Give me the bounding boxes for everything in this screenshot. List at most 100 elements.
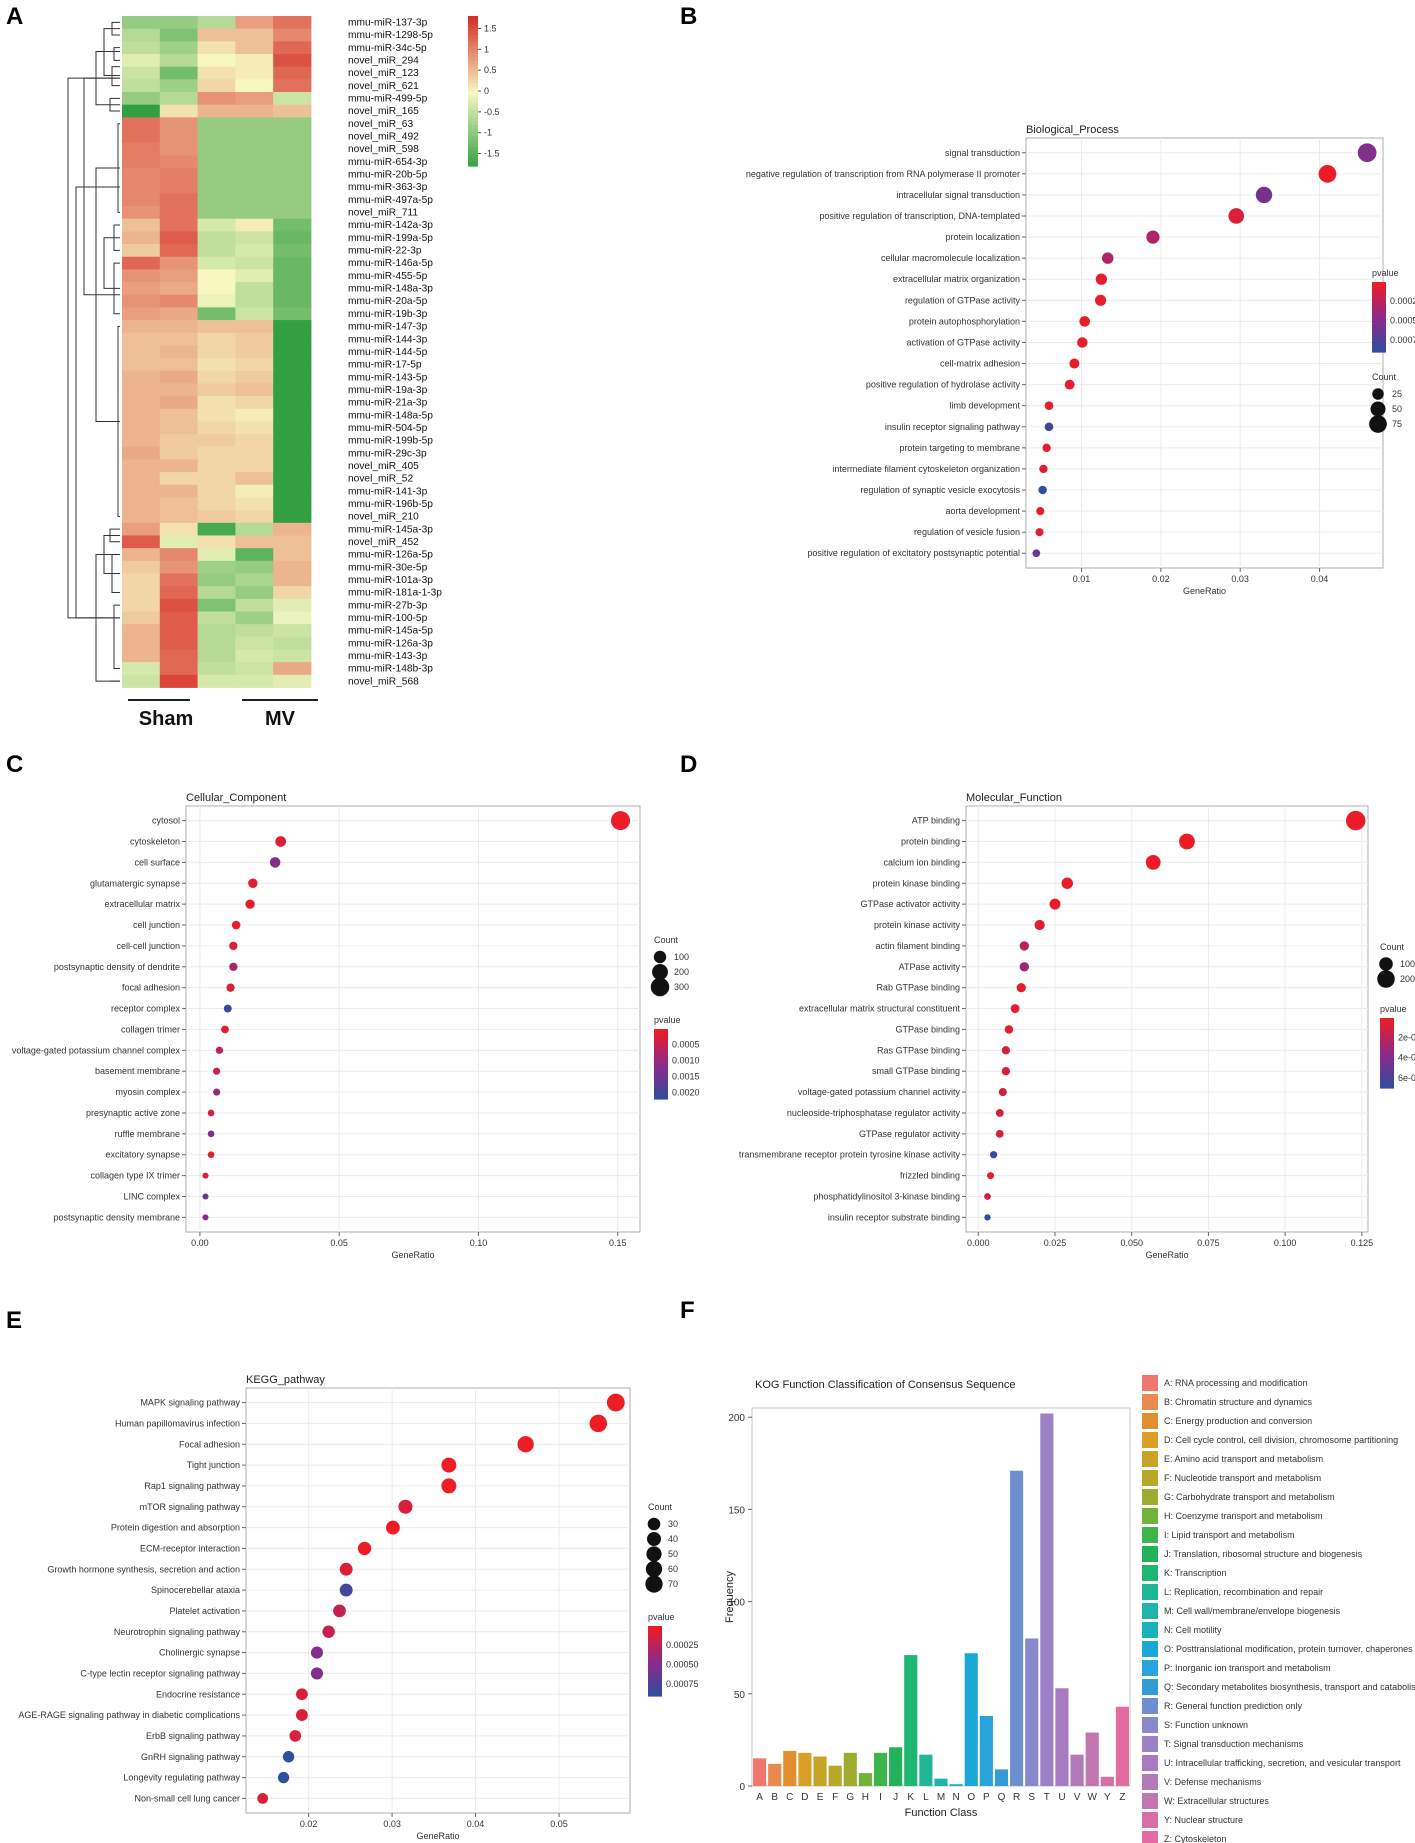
x-tick-label: 0.10 [470,1238,488,1248]
data-point [1179,833,1195,850]
heatmap-legend-swatch [468,109,478,115]
x-tick-label: B [771,1792,778,1803]
data-point [207,1109,215,1117]
heatmap-row-label: mmu-miR-148b-3p [348,664,433,675]
x-tick-label: K [907,1792,914,1803]
data-point [310,1646,324,1659]
x-tick-label: D [801,1792,808,1803]
data-point [1145,855,1161,870]
heatmap-cell [122,484,161,498]
data-point [223,1004,232,1013]
x-tick-label: I [879,1792,882,1803]
color-legend-swatch [1372,328,1386,332]
color-legend-swatch [1372,305,1386,309]
color-legend-swatch [1380,1020,1394,1024]
heatmap-cell [159,649,198,663]
legend-swatch [1142,1432,1158,1448]
size-legend-dot [1377,970,1395,988]
heatmap-row-label: mmu-miR-147-3p [348,322,428,333]
heatmap-cell [197,370,236,384]
dendrogram-branch [113,47,120,61]
size-legend-label: 100 [1400,959,1415,969]
term-label: collagen type IX trimer [90,1171,180,1181]
dendrogram-branch [103,28,120,77]
heatmap-cell [273,345,312,359]
heatmap-cell [197,383,236,397]
term-label: insulin receptor signaling pathway [885,422,1021,432]
heatmap-cell [235,79,274,93]
legend-swatch [1142,1660,1158,1676]
heatmap-cell [122,28,161,42]
color-legend-swatch [654,1050,668,1053]
color-legend-swatch [1372,333,1386,337]
heatmap-cell [197,649,236,663]
heatmap-row-label: novel_miR_165 [348,106,419,117]
heatmap-cell [122,16,161,30]
data-point [1001,1067,1011,1076]
bar [994,1769,1009,1786]
x-tick-label: 0.05 [550,1819,568,1829]
data-point [1036,507,1045,516]
data-point [213,1088,221,1096]
heatmap-cell [235,28,274,42]
panel-label-b: B [680,3,697,30]
heatmap-cell [159,345,198,359]
heatmap-legend-swatch [468,117,478,122]
x-tick-label: 0.125 [1351,1238,1374,1248]
heatmap-cell [235,256,274,270]
heatmap-cell [159,548,198,562]
term-label: collagen trimer [121,1024,180,1034]
heatmap-cell [197,130,236,144]
heatmap-cell [159,560,198,574]
heatmap-cell [273,244,312,258]
legend-label: A: RNA processing and modification [1164,1378,1308,1388]
heatmap-cell [273,193,312,207]
term-label: cell-cell junction [116,941,180,951]
heatmap-cell [197,522,236,536]
color-legend-swatch [648,1644,662,1648]
x-tick-label: E [817,1792,824,1803]
heatmap-cell [197,332,236,346]
heatmap-cell [122,320,161,334]
x-tick-label: L [923,1792,929,1803]
data-point [257,1793,269,1804]
color-legend-swatch [1372,298,1386,302]
heatmap-cell [235,459,274,473]
legend-label: S: Function unknown [1164,1720,1248,1730]
x-tick-label: Z [1119,1792,1125,1803]
heatmap-cell [122,421,161,435]
data-point [1049,898,1061,910]
heatmap-legend-swatch [468,132,478,137]
color-legend-swatch [648,1684,662,1688]
data-point [1019,941,1030,951]
plot-title: KEGG_pathway [246,1374,325,1386]
legend-swatch [1142,1413,1158,1429]
heatmap-cell [235,624,274,638]
heatmap-legend-swatch [468,57,478,62]
heatmap-cell [197,548,236,562]
heatmap-legend-swatch [468,94,478,100]
heatmap-cell [235,130,274,144]
term-label: protein targeting to membrane [899,443,1020,453]
color-legend-swatch [1372,319,1386,323]
heatmap-cell [197,41,236,55]
legend-label: R: General function prediction only [1164,1701,1303,1711]
bar [949,1784,963,1786]
term-label: ECM-receptor interaction [140,1543,240,1553]
heatmap-cell [122,117,161,131]
term-label: nucleoside-triphosphatase regulator acti… [787,1108,961,1118]
heatmap-cell [273,421,312,435]
heatmap-cell [122,66,161,80]
color-legend-swatch [1372,307,1386,311]
dendrogram-branch [111,66,120,87]
color-legend-swatch [1380,1048,1394,1052]
heatmap-row-label: mmu-miR-20b-5p [348,170,428,181]
color-legend-swatch [648,1675,662,1678]
heatmap-cell [122,446,161,460]
x-tick-label: T [1044,1792,1050,1803]
y-tick-label: 150 [728,1505,745,1516]
data-point [989,1151,998,1159]
color-legend-swatch [1372,284,1386,288]
data-point [202,1172,209,1179]
data-point [1101,252,1114,264]
